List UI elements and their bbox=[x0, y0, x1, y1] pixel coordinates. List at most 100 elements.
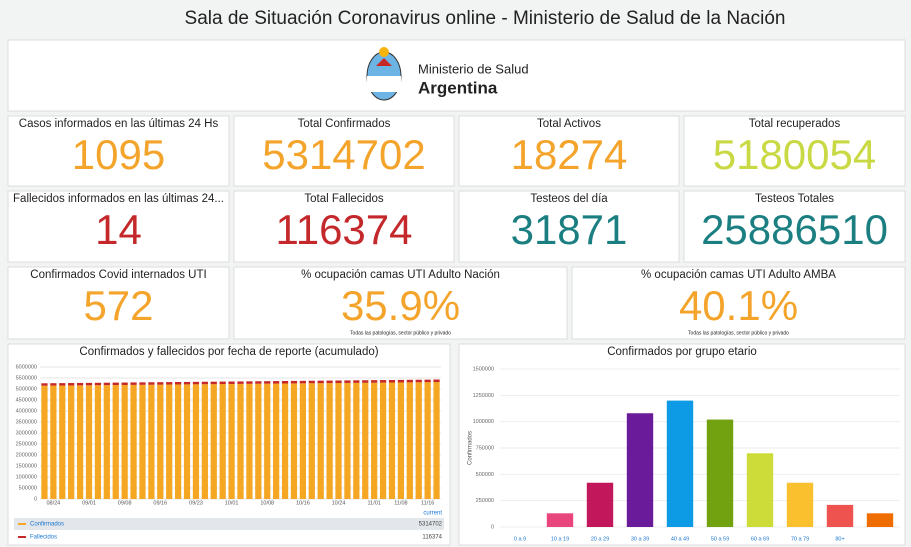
bar-segment bbox=[59, 385, 66, 499]
x-tick-label: 11/08 bbox=[394, 500, 407, 506]
y-tick-label: 500000 bbox=[476, 472, 494, 478]
x-tick-label: 10/01 bbox=[225, 500, 239, 506]
x-tick-label: 0 a 9 bbox=[514, 536, 526, 542]
legend-swatch bbox=[18, 523, 26, 525]
bar-segment bbox=[344, 380, 351, 383]
bar-segment bbox=[121, 384, 128, 499]
bar-segment bbox=[371, 380, 378, 383]
chart-title: Confirmados y fallecidos por fecha de re… bbox=[79, 346, 378, 358]
bar-segment bbox=[201, 384, 208, 499]
y-tick-label: 4000000 bbox=[16, 408, 37, 414]
bar-segment bbox=[210, 384, 217, 499]
kpi-value: 5180054 bbox=[713, 131, 877, 178]
bar-segment bbox=[281, 380, 289, 384]
bar-segment bbox=[68, 385, 75, 499]
kpi-title: Testeos del día bbox=[530, 193, 608, 205]
bar-segment bbox=[273, 383, 280, 499]
y-tick-label: 750000 bbox=[476, 445, 494, 451]
y-tick-label: 2000000 bbox=[16, 452, 37, 458]
bar-segment bbox=[335, 380, 342, 384]
bar-segment bbox=[94, 382, 102, 386]
kpi-value: 18274 bbox=[511, 131, 628, 178]
y-tick-label: 1250000 bbox=[473, 393, 494, 399]
y-tick-label: 1500000 bbox=[473, 366, 494, 372]
x-tick-label: 80+ bbox=[835, 536, 844, 542]
x-tick-label: 30 a 39 bbox=[631, 536, 649, 542]
x-tick-label: 70 a 79 bbox=[791, 536, 809, 542]
y-tick-label: 3500000 bbox=[16, 419, 37, 425]
bar-segment bbox=[326, 383, 333, 499]
bar-segment bbox=[130, 384, 137, 499]
logo-line2: Argentina bbox=[418, 78, 498, 97]
bar bbox=[786, 482, 814, 527]
bar-segment bbox=[290, 380, 298, 384]
kpi-value: 5314702 bbox=[262, 131, 426, 178]
kpi-panel bbox=[233, 266, 568, 340]
y-tick-label: 6000000 bbox=[16, 364, 37, 370]
x-tick-label: 08/24 bbox=[46, 500, 60, 506]
bar-segment bbox=[85, 385, 93, 499]
bar-segment bbox=[41, 385, 48, 499]
kpi-title: Total recuperados bbox=[749, 118, 841, 130]
bar bbox=[866, 513, 894, 527]
bar-segment bbox=[183, 384, 191, 499]
bar-segment bbox=[237, 381, 244, 384]
bar-segment bbox=[273, 381, 280, 384]
bar-segment bbox=[433, 382, 440, 499]
kpi-panel bbox=[683, 115, 906, 187]
bar-segment bbox=[246, 381, 253, 384]
legend-title: current bbox=[423, 511, 442, 517]
bar bbox=[826, 504, 854, 527]
bar-segment bbox=[166, 382, 173, 385]
bar-segment bbox=[415, 379, 422, 383]
bar-segment bbox=[424, 379, 431, 383]
chart-title: Confirmados por grupo etario bbox=[607, 346, 757, 358]
bar-segment bbox=[41, 383, 48, 386]
bar-segment bbox=[76, 382, 84, 386]
bar-segment bbox=[103, 382, 110, 386]
bar-segment bbox=[308, 383, 315, 499]
kpi-panel bbox=[233, 115, 455, 187]
bar-segment bbox=[237, 383, 244, 499]
bar-segment bbox=[388, 379, 396, 383]
kpi-title: % ocupación camas UTI Adulto Nación bbox=[301, 269, 500, 281]
x-tick-label: 20 a 29 bbox=[591, 536, 609, 542]
x-tick-label: 10/24 bbox=[332, 500, 346, 506]
bar-segment bbox=[139, 382, 146, 385]
bar-segment bbox=[148, 384, 155, 499]
page-title: Sala de Situación Coronavirus online - M… bbox=[185, 8, 786, 29]
bar-segment bbox=[362, 382, 369, 499]
bar-segment bbox=[371, 382, 378, 499]
kpi-value: 1095 bbox=[72, 131, 165, 178]
bar-segment bbox=[68, 383, 75, 386]
y-tick-label: 0 bbox=[34, 496, 37, 502]
bar-segment bbox=[397, 382, 405, 499]
kpi-value: 25886510 bbox=[701, 206, 888, 253]
bar-segment bbox=[219, 381, 226, 385]
x-tick-label: 10/08 bbox=[260, 500, 274, 506]
bar-segment bbox=[157, 384, 164, 499]
bar-segment bbox=[130, 382, 137, 385]
bar bbox=[666, 400, 694, 527]
bar-segment bbox=[50, 385, 57, 499]
bar-segment bbox=[424, 382, 431, 499]
bar-segment bbox=[281, 383, 289, 499]
x-tick-label: 11/16 bbox=[421, 500, 434, 506]
legend-label: Fallecidos bbox=[30, 535, 57, 541]
bar bbox=[586, 482, 614, 527]
kpi-note: Todas las patologías, sector público y p… bbox=[350, 330, 451, 336]
bar-segment bbox=[210, 381, 217, 385]
legend-label: Confirmados bbox=[30, 522, 64, 528]
bar-segment bbox=[121, 382, 128, 385]
bar bbox=[626, 413, 654, 527]
y-tick-label: 2500000 bbox=[16, 441, 37, 447]
bar-segment bbox=[406, 382, 413, 499]
bar-segment bbox=[308, 380, 315, 384]
bar-segment bbox=[112, 382, 119, 386]
x-tick-label: 09/23 bbox=[189, 500, 203, 506]
kpi-title: Fallecidos informados en las últimas 24.… bbox=[13, 193, 224, 205]
kpi-panel bbox=[571, 266, 906, 340]
kpi-value: 31871 bbox=[511, 206, 628, 253]
logo-panel bbox=[7, 39, 906, 112]
